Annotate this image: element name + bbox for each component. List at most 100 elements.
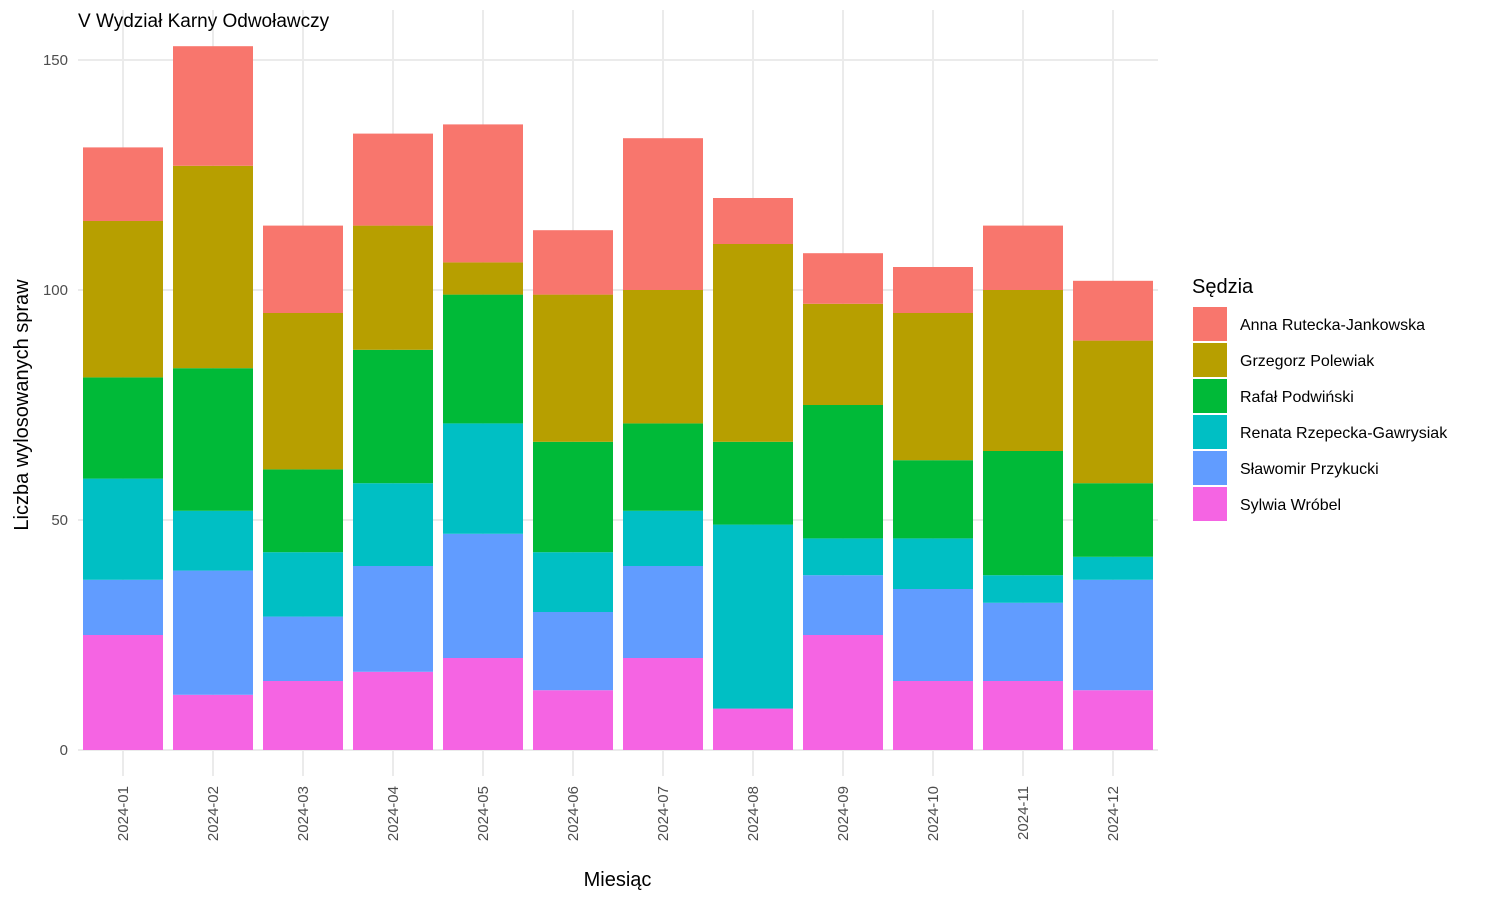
bar-segment bbox=[533, 294, 613, 442]
legend-label: Rafał Podwiński bbox=[1240, 389, 1354, 406]
bar-segment bbox=[173, 368, 253, 511]
bar-segment bbox=[83, 635, 163, 750]
x-tick-label: 2024-09 bbox=[835, 786, 852, 841]
bar-segment bbox=[173, 694, 253, 750]
bar-segment bbox=[713, 708, 793, 750]
bar-segment bbox=[623, 290, 703, 424]
legend-title: Sędzia bbox=[1192, 276, 1254, 298]
bar-segment bbox=[83, 478, 163, 580]
bar-segment bbox=[623, 510, 703, 566]
bar-segment bbox=[803, 253, 883, 304]
bar-segment bbox=[263, 681, 343, 750]
x-tick-label: 2024-08 bbox=[745, 786, 762, 841]
bar-segment bbox=[713, 198, 793, 244]
bar-segment bbox=[803, 405, 883, 539]
x-tick-label: 2024-07 bbox=[655, 786, 672, 841]
bar-segment bbox=[803, 575, 883, 635]
bars bbox=[83, 46, 1153, 750]
bar-segment bbox=[983, 451, 1063, 576]
x-tick-label: 2024-06 bbox=[565, 786, 582, 841]
y-axis-title: Liczba wylosowanych spraw bbox=[11, 279, 33, 531]
bar-segment bbox=[983, 225, 1063, 290]
bar-segment bbox=[623, 423, 703, 511]
legend-label: Sławomir Przykucki bbox=[1240, 461, 1379, 478]
legend-swatch bbox=[1193, 343, 1227, 377]
bar-segment bbox=[983, 681, 1063, 750]
bar-segment bbox=[623, 658, 703, 750]
bar-segment bbox=[533, 441, 613, 553]
legend-swatch bbox=[1193, 487, 1227, 521]
legend-swatch bbox=[1193, 307, 1227, 341]
bar-segment bbox=[173, 510, 253, 571]
x-axis-title: Miesiąc bbox=[584, 869, 652, 891]
x-tick-label: 2024-02 bbox=[205, 786, 222, 841]
legend-label: Sylwia Wróbel bbox=[1240, 497, 1341, 514]
bar-segment bbox=[893, 267, 973, 313]
bar-segment bbox=[803, 635, 883, 750]
bar-segment bbox=[713, 441, 793, 525]
chart-title: V Wydział Karny Odwoławczy bbox=[78, 11, 330, 32]
bar-segment bbox=[263, 469, 343, 553]
legend: Sędzia Anna Rutecka-Jankowska Grzegorz Po… bbox=[1192, 276, 1448, 521]
bar-segment bbox=[173, 570, 253, 695]
bar-segment bbox=[83, 147, 163, 221]
x-tick-label: 2024-01 bbox=[115, 786, 132, 841]
axes: 0 50 100 150 2024-01 2024-02 2024-03 2024-04 202… bbox=[43, 52, 1122, 841]
x-tick-label: 2024-03 bbox=[295, 786, 312, 841]
bar-segment bbox=[353, 225, 433, 350]
bar-segment bbox=[1073, 483, 1153, 557]
bar-segment bbox=[893, 460, 973, 539]
bar-segment bbox=[263, 552, 343, 617]
bar-segment bbox=[1073, 556, 1153, 580]
bar-segment bbox=[353, 566, 433, 672]
bar-segment bbox=[263, 616, 343, 681]
bar-segment bbox=[983, 575, 1063, 603]
bar-segment bbox=[623, 138, 703, 290]
bar-segment bbox=[1073, 579, 1153, 691]
bar-segment bbox=[893, 313, 973, 461]
bar-segment bbox=[443, 262, 523, 295]
bar-segment bbox=[443, 294, 523, 424]
y-tick-label: 100 bbox=[43, 282, 68, 299]
bar-segment bbox=[1073, 280, 1153, 341]
bar-segment bbox=[83, 579, 163, 635]
bar-segment bbox=[173, 165, 253, 369]
bar-segment bbox=[443, 423, 523, 534]
bar-segment bbox=[263, 313, 343, 470]
bar-segment bbox=[893, 681, 973, 750]
bar-segment bbox=[983, 602, 1063, 681]
x-tick-label: 2024-10 bbox=[925, 786, 942, 841]
bar-segment bbox=[353, 349, 433, 484]
x-tick-label: 2024-11 bbox=[1015, 786, 1032, 840]
x-tick-label: 2024-04 bbox=[385, 786, 402, 841]
bar-segment bbox=[1073, 340, 1153, 484]
legend-swatch bbox=[1193, 415, 1227, 449]
bar-segment bbox=[533, 612, 613, 691]
bar-segment bbox=[893, 589, 973, 681]
bar-segment bbox=[893, 538, 973, 589]
bar-segment bbox=[83, 221, 163, 378]
bar-segment bbox=[443, 658, 523, 750]
bar-segment bbox=[623, 566, 703, 658]
bar-segment bbox=[83, 377, 163, 479]
bar-segment bbox=[173, 46, 253, 166]
bar-segment bbox=[983, 290, 1063, 451]
legend-label: Anna Rutecka-Jankowska bbox=[1240, 317, 1425, 334]
legend-label: Renata Rzepecka-Gawrysiak bbox=[1240, 425, 1448, 442]
bar-segment bbox=[713, 244, 793, 442]
bar-segment bbox=[533, 552, 613, 612]
bar-segment bbox=[353, 133, 433, 226]
y-tick-label: 50 bbox=[51, 512, 68, 529]
y-tick-label: 0 bbox=[60, 742, 68, 759]
x-tick-label: 2024-12 bbox=[1105, 786, 1122, 841]
bar-segment bbox=[803, 538, 883, 576]
legend-label: Grzegorz Polewiak bbox=[1240, 353, 1375, 370]
x-tick-label: 2024-05 bbox=[475, 786, 492, 841]
bar-segment bbox=[1073, 690, 1153, 750]
bar-segment bbox=[443, 124, 523, 263]
bar-segment bbox=[803, 303, 883, 405]
bar-segment bbox=[353, 483, 433, 566]
bar-segment bbox=[263, 225, 343, 313]
bar-segment bbox=[713, 524, 793, 709]
